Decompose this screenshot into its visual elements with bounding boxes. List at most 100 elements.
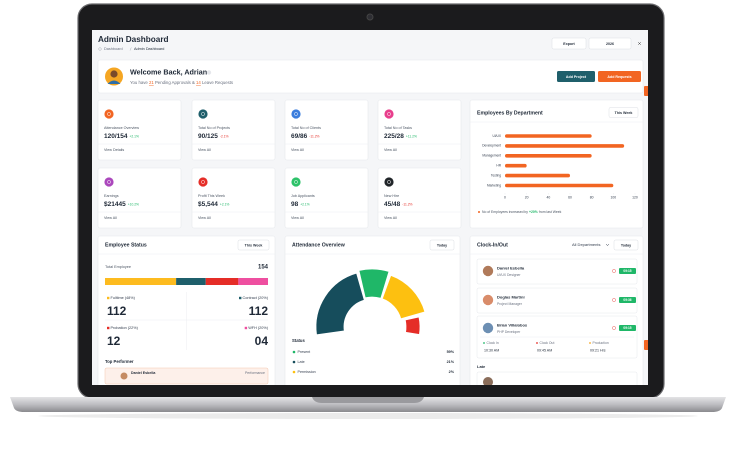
stat-link[interactable]: View All [291, 216, 304, 220]
performer-metric: Performance [245, 371, 265, 375]
status-count: 112 [249, 304, 269, 318]
status-count: 12 [107, 334, 121, 348]
detail-label: Clock Out [540, 341, 555, 345]
stat-change: +10.2% [128, 203, 139, 207]
stat-value: 45/48 [384, 201, 401, 208]
stat-icon-glyph [107, 180, 111, 184]
filter-button[interactable] [429, 239, 455, 251]
stat-label: Total No of Tasks [384, 126, 412, 130]
breadcrumb-item: Admin Dashboard [134, 47, 164, 51]
department-select[interactable]: All Departments [572, 242, 600, 247]
add-requests-button-label: Add Requests [607, 75, 631, 79]
stat-card [97, 99, 182, 161]
total-label: Total Employee [105, 265, 131, 269]
stat-link[interactable]: View All [384, 148, 397, 152]
x-tick-label: 100 [610, 195, 616, 199]
person-name: Brian Villalobos [497, 323, 528, 328]
settings-tab[interactable] [644, 340, 650, 350]
status-label: Fulltime(48%) [111, 296, 136, 300]
person-avatar [483, 377, 493, 385]
bar [505, 134, 592, 138]
y-tick-label: HR [496, 164, 501, 168]
add-requests-button[interactable] [598, 71, 641, 82]
stat-label: New Hire [384, 194, 399, 198]
note-text: No of Employees increased by [482, 210, 528, 214]
stat-link[interactable]: View All [291, 148, 304, 152]
close-icon[interactable] [637, 41, 642, 46]
status-label: Contract(20%) [243, 296, 269, 300]
x-tick-label: 120 [632, 195, 638, 199]
year-picker[interactable] [588, 37, 632, 50]
stat-link[interactable]: View All [384, 216, 397, 220]
status-dot [292, 360, 296, 364]
detail-dot [589, 342, 591, 344]
leaves-count: 14 [196, 80, 201, 85]
status-label: Probation(22%) [111, 326, 139, 330]
avatar-body [107, 80, 121, 84]
stat-link[interactable]: View Details [104, 148, 124, 152]
person-name: Daniel Esbella [497, 266, 525, 271]
attendance-card [284, 235, 461, 385]
welcome-card [97, 59, 644, 94]
stat-link[interactable]: View All [104, 216, 117, 220]
person-name: Doglas Martini [497, 295, 525, 300]
export-button-label: Export [563, 42, 575, 46]
stat-change: -11.2% [309, 135, 319, 139]
person-row [476, 287, 638, 314]
y-tick-label: Management [482, 154, 501, 158]
chart-note: No of Employees increased by+20%from las… [482, 210, 562, 214]
stat-icon [104, 177, 114, 187]
status-name: Fulltime [111, 296, 124, 300]
stat-icon [384, 109, 394, 119]
stat-icon [384, 177, 394, 187]
stat-card [284, 99, 369, 161]
stat-change: +2.1% [130, 135, 140, 139]
detail-dot [536, 342, 538, 344]
add-project-button-label: Add Project [566, 75, 587, 79]
gauge-segment [381, 274, 426, 320]
gauge-segment [315, 272, 365, 336]
status-dot [107, 326, 110, 330]
status-percent: (20%) [258, 326, 269, 330]
department-card [469, 99, 644, 229]
add-project-button[interactable] [557, 71, 595, 82]
filter-button[interactable] [237, 239, 270, 251]
dashboard: Admin Dashboard Dashboard Admin Dashboard E… [97, 35, 650, 385]
status-name: Late [298, 360, 305, 364]
detail-value: 09:45 AM [537, 348, 552, 352]
status-value: 2% [449, 370, 455, 374]
stat-change: +2.1% [220, 203, 230, 207]
bar [505, 163, 527, 168]
edit-icon [206, 70, 212, 75]
stat-card [191, 167, 276, 229]
filter-button[interactable] [608, 107, 639, 118]
detail-label: Clock In [487, 341, 499, 345]
stat-icon [198, 177, 208, 187]
breadcrumb-separator [129, 47, 132, 51]
stat-icon [104, 109, 114, 119]
status-count: 04 [255, 334, 269, 348]
camera [366, 13, 374, 21]
stat-icon [291, 177, 301, 187]
time-value: 09:15 [623, 269, 631, 273]
stat-value: 225/28 [384, 133, 404, 140]
filter-button[interactable] [613, 239, 639, 251]
export-button[interactable] [551, 37, 587, 50]
status-dot [107, 296, 110, 300]
welcome-text: You have21Pending Approvals &14Leave Req… [130, 80, 233, 85]
status-name: Permission [298, 370, 316, 374]
status-dot [292, 350, 296, 354]
stat-link[interactable]: View All [198, 148, 211, 152]
stat-label: Attendance Overview [104, 126, 139, 130]
top-performer-title: Top Performer [105, 359, 134, 364]
stat-link[interactable]: View All [198, 216, 211, 220]
status-name: Present [298, 350, 311, 354]
settings-tab[interactable] [644, 86, 650, 96]
person-role: UI/UX Designer [497, 273, 521, 277]
status-name: WFH [248, 326, 257, 330]
x-tick-label: 40 [546, 195, 550, 199]
x-tick-label: 0 [504, 195, 506, 199]
stat-label: Total No of Clients [291, 126, 321, 130]
